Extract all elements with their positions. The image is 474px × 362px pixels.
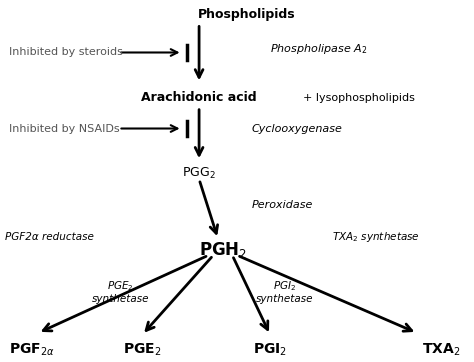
Text: Inhibited by NSAIDs: Inhibited by NSAIDs <box>9 123 120 134</box>
Text: Phospholipase A$_2$: Phospholipase A$_2$ <box>270 42 367 56</box>
Text: Peroxidase: Peroxidase <box>251 199 312 210</box>
Text: TXA$_2$ synthetase: TXA$_2$ synthetase <box>332 230 419 244</box>
Text: PGI$_2$: PGI$_2$ <box>253 341 287 358</box>
Text: PGI$_2$
synthetase: PGI$_2$ synthetase <box>255 279 313 304</box>
Text: + lysophospholipids: + lysophospholipids <box>303 93 415 103</box>
Text: PGF2α reductase: PGF2α reductase <box>5 232 93 242</box>
Text: Inhibited by steroids: Inhibited by steroids <box>9 47 123 58</box>
Text: Cyclooxygenase: Cyclooxygenase <box>251 123 342 134</box>
Text: PGG$_2$: PGG$_2$ <box>182 166 216 181</box>
Text: Phospholipids: Phospholipids <box>198 8 295 21</box>
Text: PGH$_2$: PGH$_2$ <box>199 240 247 260</box>
Text: PGF$_{2\alpha}$: PGF$_{2\alpha}$ <box>9 341 55 358</box>
Text: PGE$_2$
synthetase: PGE$_2$ synthetase <box>92 279 150 304</box>
Text: TXA$_2$: TXA$_2$ <box>421 341 460 358</box>
Text: Arachidonic acid: Arachidonic acid <box>141 91 257 104</box>
Text: PGE$_2$: PGE$_2$ <box>123 341 162 358</box>
